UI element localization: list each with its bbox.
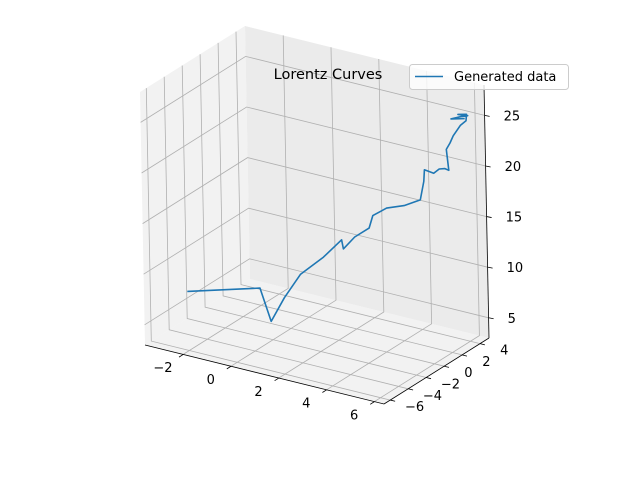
y-tick-label: −4 [423, 389, 442, 404]
back-wall-pane [245, 26, 489, 338]
x-axis-line [144, 344, 385, 405]
y-tick-mark [390, 399, 396, 402]
tick-marks [178, 114, 494, 405]
x-tick-mark [178, 354, 184, 358]
y-tick-mark [408, 388, 414, 391]
floor-pane [145, 279, 489, 404]
z-tick-mark [486, 216, 492, 218]
series-line-generated-data [187, 113, 469, 323]
y-gridline [163, 76, 409, 390]
y-gridline [217, 42, 463, 356]
z-axis-line [483, 84, 490, 339]
legend-frame [409, 64, 569, 90]
z-gridline [140, 55, 485, 123]
y-tick-mark [426, 377, 432, 380]
x-tick-mark [274, 377, 280, 382]
y-axis-line [383, 337, 490, 405]
z-gridline [142, 157, 487, 224]
x-tick-label: −2 [153, 361, 172, 376]
axis-lines [144, 84, 490, 405]
y-gridline [145, 88, 391, 401]
chart-title: Lorentz Curves [274, 67, 383, 83]
x-gridline [326, 70, 433, 391]
z-gridline [144, 258, 489, 326]
y-tick-mark [479, 343, 485, 346]
x-gridline [230, 47, 337, 367]
y-gridline [181, 65, 427, 378]
z-tick-label: 10 [507, 261, 524, 276]
z-tick-label: 20 [505, 160, 522, 175]
y-tick-label: 4 [500, 344, 508, 359]
y-tick-mark [461, 354, 468, 357]
z-gridline [143, 207, 488, 275]
y-gridline [235, 31, 481, 344]
z-tick-label: 25 [504, 109, 521, 124]
x-gridline [374, 82, 480, 402]
y-gridline [199, 54, 445, 367]
gridlines [140, 31, 489, 402]
x-tick-mark [226, 365, 232, 370]
y-tick-label: 2 [482, 355, 490, 370]
x-tick-label: 6 [350, 408, 358, 423]
x-tick-mark [369, 401, 375, 405]
y-tick-label: −2 [441, 377, 460, 392]
y-tick-label: −6 [405, 400, 424, 415]
z-tick-mark [485, 165, 491, 168]
x-gridline [182, 35, 289, 355]
legend: Generated data [409, 64, 569, 90]
z-tick-mark [484, 114, 490, 117]
z-tick-label: 5 [508, 312, 516, 327]
x-tick-label: 0 [207, 373, 215, 388]
z-tick-mark [488, 317, 494, 320]
y-tick-mark [444, 365, 450, 368]
z-tick-mark [487, 266, 493, 269]
z-tick-label: 15 [506, 211, 523, 226]
x-gridline [278, 58, 385, 379]
y-tick-label: 0 [464, 366, 472, 381]
x-tick-mark [322, 389, 327, 393]
z-gridline [141, 106, 486, 174]
series-layer [187, 113, 469, 323]
x-tick-label: 4 [302, 397, 310, 412]
legend-label-generated-data: Generated data [454, 70, 556, 85]
x-tick-label: 2 [254, 385, 262, 400]
